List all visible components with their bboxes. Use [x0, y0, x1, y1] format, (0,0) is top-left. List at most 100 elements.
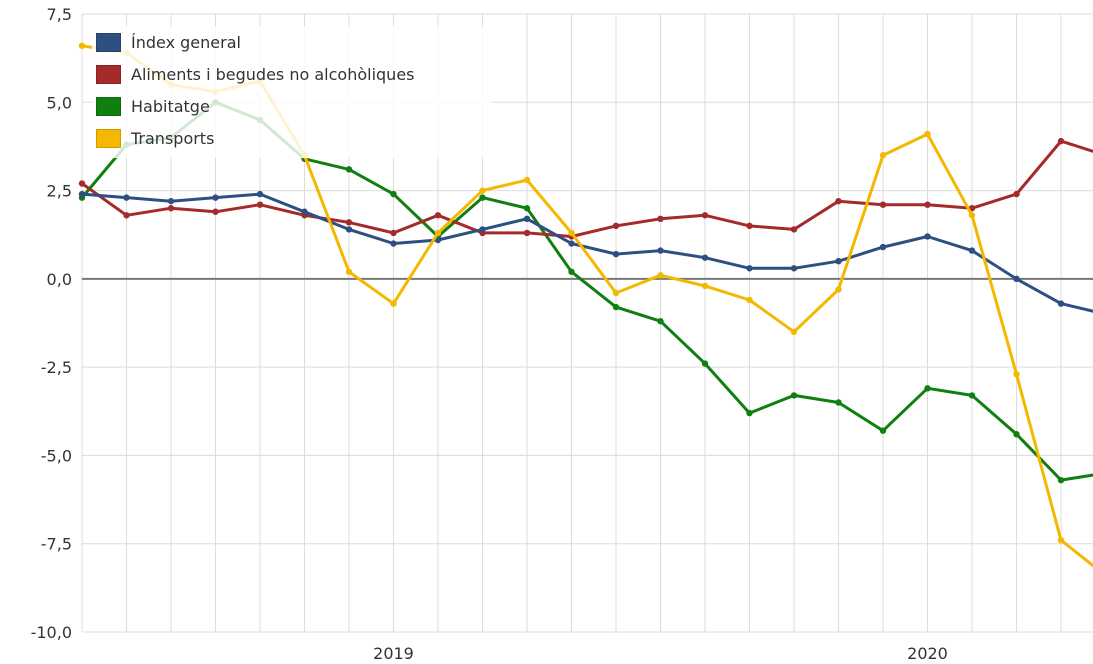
- y-tick-label: -5,0: [41, 446, 72, 465]
- data-point[interactable]: [924, 201, 931, 208]
- series--ndex-general: [78, 190, 1093, 313]
- data-point[interactable]: [256, 201, 264, 208]
- data-point[interactable]: [835, 197, 842, 205]
- data-point[interactable]: [879, 152, 887, 159]
- data-point[interactable]: [835, 286, 842, 293]
- data-point[interactable]: [657, 215, 664, 223]
- data-point[interactable]: [1013, 190, 1020, 198]
- data-point[interactable]: [167, 205, 175, 212]
- data-point[interactable]: [568, 240, 575, 247]
- data-point[interactable]: [879, 201, 887, 208]
- y-tick-label: 0,0: [47, 270, 72, 289]
- x-axis-tick-labels: 2019 2020: [373, 644, 948, 663]
- data-point[interactable]: [701, 254, 709, 261]
- y-axis-tick-labels: 7,5 5,0 2,5 0,0 -2,5 -5,0 -7,5 -10,0: [31, 5, 72, 642]
- legend-swatch-transports: [96, 128, 121, 148]
- data-point[interactable]: [345, 268, 353, 275]
- data-point[interactable]: [746, 222, 753, 230]
- data-point[interactable]: [924, 385, 931, 392]
- data-point[interactable]: [523, 229, 531, 237]
- data-point[interactable]: [968, 392, 976, 399]
- legend: Índex general Aliments i begudes no alco…: [92, 26, 492, 158]
- data-point[interactable]: [790, 265, 798, 272]
- data-point[interactable]: [212, 194, 219, 201]
- data-point[interactable]: [924, 233, 931, 240]
- data-point[interactable]: [968, 212, 976, 219]
- data-point[interactable]: [657, 247, 664, 254]
- x-tick-label: 2020: [907, 644, 948, 663]
- data-point[interactable]: [123, 212, 130, 219]
- legend-item-habitatge[interactable]: Habitatge: [96, 94, 210, 118]
- data-point[interactable]: [345, 219, 353, 226]
- data-point[interactable]: [523, 176, 531, 184]
- data-point[interactable]: [390, 240, 397, 247]
- data-point[interactable]: [1057, 300, 1065, 307]
- data-point[interactable]: [523, 215, 531, 223]
- data-point[interactable]: [879, 243, 887, 251]
- data-point[interactable]: [746, 265, 753, 272]
- data-point[interactable]: [256, 190, 264, 198]
- data-point[interactable]: [345, 226, 353, 233]
- data-point[interactable]: [746, 296, 753, 304]
- data-point[interactable]: [78, 190, 86, 198]
- data-point[interactable]: [612, 222, 620, 230]
- data-point[interactable]: [968, 247, 976, 254]
- data-point[interactable]: [345, 166, 353, 173]
- data-point[interactable]: [390, 190, 397, 198]
- legend-label: Índex general: [131, 32, 241, 52]
- legend-label: Habitatge: [131, 96, 210, 116]
- data-point[interactable]: [390, 229, 397, 237]
- data-point[interactable]: [657, 318, 664, 325]
- data-point[interactable]: [479, 187, 486, 194]
- data-point[interactable]: [1013, 431, 1020, 438]
- data-point[interactable]: [1057, 476, 1065, 484]
- data-point[interactable]: [212, 208, 219, 215]
- data-point[interactable]: [701, 212, 709, 219]
- data-point[interactable]: [78, 180, 86, 187]
- data-point[interactable]: [701, 282, 709, 290]
- x-tick-label: 2019: [373, 644, 414, 663]
- data-point[interactable]: [612, 289, 620, 297]
- data-point[interactable]: [924, 130, 931, 138]
- y-tick-label: -7,5: [41, 535, 72, 554]
- data-point[interactable]: [790, 226, 798, 233]
- data-point[interactable]: [123, 194, 130, 201]
- legend-item-index-general[interactable]: Índex general: [96, 30, 241, 54]
- legend-label: Aliments i begudes no alcohòliques: [131, 64, 415, 84]
- legend-swatch-index-general: [96, 32, 121, 52]
- data-point[interactable]: [790, 392, 798, 399]
- data-point[interactable]: [390, 300, 397, 307]
- data-point[interactable]: [1057, 137, 1065, 145]
- data-point[interactable]: [434, 236, 442, 244]
- legend-label: Transports: [131, 128, 215, 148]
- y-tick-label: 5,0: [47, 93, 72, 112]
- legend-swatch-aliments: [96, 64, 121, 84]
- data-point[interactable]: [167, 197, 175, 205]
- data-point[interactable]: [479, 226, 486, 233]
- data-point[interactable]: [1057, 536, 1065, 544]
- data-point[interactable]: [301, 208, 308, 215]
- legend-item-transports[interactable]: Transports: [96, 126, 214, 150]
- legend-item-aliments[interactable]: Aliments i begudes no alcohòliques: [96, 62, 415, 86]
- data-point[interactable]: [835, 399, 842, 406]
- data-point[interactable]: [612, 303, 620, 311]
- data-point[interactable]: [612, 250, 620, 258]
- data-point[interactable]: [701, 360, 709, 367]
- data-point[interactable]: [790, 328, 798, 336]
- data-point[interactable]: [434, 212, 442, 219]
- data-point[interactable]: [479, 194, 486, 201]
- data-point[interactable]: [568, 229, 575, 237]
- data-point[interactable]: [523, 205, 531, 212]
- data-point[interactable]: [1013, 275, 1020, 283]
- series-line: [81, 139, 1093, 238]
- data-point[interactable]: [434, 229, 442, 237]
- data-point[interactable]: [657, 272, 664, 279]
- series-line: [81, 192, 1093, 313]
- data-point[interactable]: [835, 258, 842, 265]
- data-point[interactable]: [1013, 371, 1020, 378]
- data-point[interactable]: [879, 427, 887, 434]
- data-point[interactable]: [568, 268, 575, 275]
- data-point[interactable]: [746, 409, 753, 417]
- legend-swatch-habitatge: [96, 96, 121, 116]
- data-point[interactable]: [78, 42, 86, 49]
